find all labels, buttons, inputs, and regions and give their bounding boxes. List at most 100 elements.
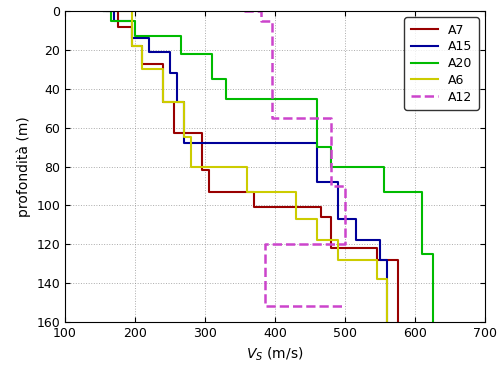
A15 <box>384 320 390 324</box>
A7 <box>170 131 176 136</box>
A6 <box>374 258 380 262</box>
A7 <box>374 246 380 250</box>
A15 <box>314 180 320 184</box>
A20 <box>223 96 229 101</box>
A15 <box>111 9 117 13</box>
A6 <box>244 164 250 169</box>
A20 <box>132 18 138 23</box>
A6 <box>293 189 299 194</box>
A7 <box>251 189 257 194</box>
A6 <box>128 44 134 48</box>
A15 <box>167 50 173 54</box>
A15 <box>111 18 117 23</box>
A20 <box>178 34 184 38</box>
A7 <box>128 44 134 48</box>
A6 <box>384 320 390 324</box>
A6 <box>314 238 320 243</box>
A15 <box>335 180 341 184</box>
A6 <box>114 9 120 13</box>
A20 <box>380 189 386 194</box>
A15 <box>167 71 173 75</box>
A7 <box>160 61 166 66</box>
Line: A7: A7 <box>107 11 398 322</box>
A7 <box>394 258 400 262</box>
A7 <box>198 131 204 136</box>
A6 <box>335 238 341 243</box>
A6 <box>139 67 145 72</box>
A15 <box>352 238 358 243</box>
Y-axis label: profondità (m): profondità (m) <box>16 116 30 217</box>
A6 <box>293 217 299 221</box>
A7 <box>128 24 134 29</box>
A20 <box>108 9 114 13</box>
Line: A15: A15 <box>104 11 387 322</box>
A12 <box>342 242 348 246</box>
A6 <box>181 100 187 105</box>
A15 <box>314 141 320 145</box>
A15 <box>174 100 180 105</box>
A6 <box>384 277 390 282</box>
A12 <box>268 34 274 38</box>
A7 <box>318 205 324 209</box>
A20 <box>328 164 334 169</box>
A7 <box>198 168 204 172</box>
A7 <box>104 9 110 13</box>
A7 <box>114 9 120 13</box>
A12 <box>262 242 268 246</box>
A20 <box>430 320 436 324</box>
A7 <box>139 44 145 48</box>
A7 <box>374 258 380 262</box>
A6 <box>139 44 145 48</box>
A6 <box>181 135 187 139</box>
A15 <box>146 50 152 54</box>
A15 <box>181 100 187 105</box>
A6 <box>335 258 341 262</box>
A12 <box>268 116 274 120</box>
A15 <box>174 71 180 75</box>
A12 <box>328 116 334 120</box>
A12 <box>262 304 268 309</box>
A6 <box>160 67 166 72</box>
A7 <box>251 205 257 209</box>
A7 <box>328 215 334 219</box>
A20 <box>314 96 320 101</box>
A12 <box>342 304 348 309</box>
A12 <box>240 9 246 13</box>
Line: A20: A20 <box>104 11 432 322</box>
A20 <box>419 189 425 194</box>
A6 <box>244 189 250 194</box>
A20 <box>380 164 386 169</box>
A20 <box>419 252 425 256</box>
A15 <box>100 9 106 13</box>
A20 <box>209 52 215 56</box>
X-axis label: $V_S$ (m/s): $V_S$ (m/s) <box>246 345 304 363</box>
Legend: A7, A15, A20, A6, A12: A7, A15, A20, A6, A12 <box>404 17 479 110</box>
A7 <box>318 215 324 219</box>
A15 <box>352 217 358 221</box>
A6 <box>160 100 166 105</box>
A12 <box>328 184 334 188</box>
A6 <box>188 135 194 139</box>
A15 <box>181 141 187 145</box>
A12 <box>258 9 264 13</box>
A7 <box>206 168 212 172</box>
A7 <box>328 246 334 250</box>
A12 <box>258 18 264 23</box>
Line: A6: A6 <box>118 11 387 322</box>
A7 <box>170 100 176 105</box>
A12 <box>268 34 274 38</box>
A7 <box>114 24 120 29</box>
A20 <box>209 77 215 81</box>
A7 <box>206 189 212 194</box>
A20 <box>328 145 334 149</box>
A15 <box>384 258 390 262</box>
A15 <box>128 18 134 23</box>
A6 <box>374 277 380 282</box>
A15 <box>377 258 383 262</box>
A12 <box>342 184 348 188</box>
A20 <box>223 77 229 81</box>
A15 <box>335 217 341 221</box>
A6 <box>128 9 134 13</box>
A7 <box>394 320 400 324</box>
A20 <box>314 145 320 149</box>
